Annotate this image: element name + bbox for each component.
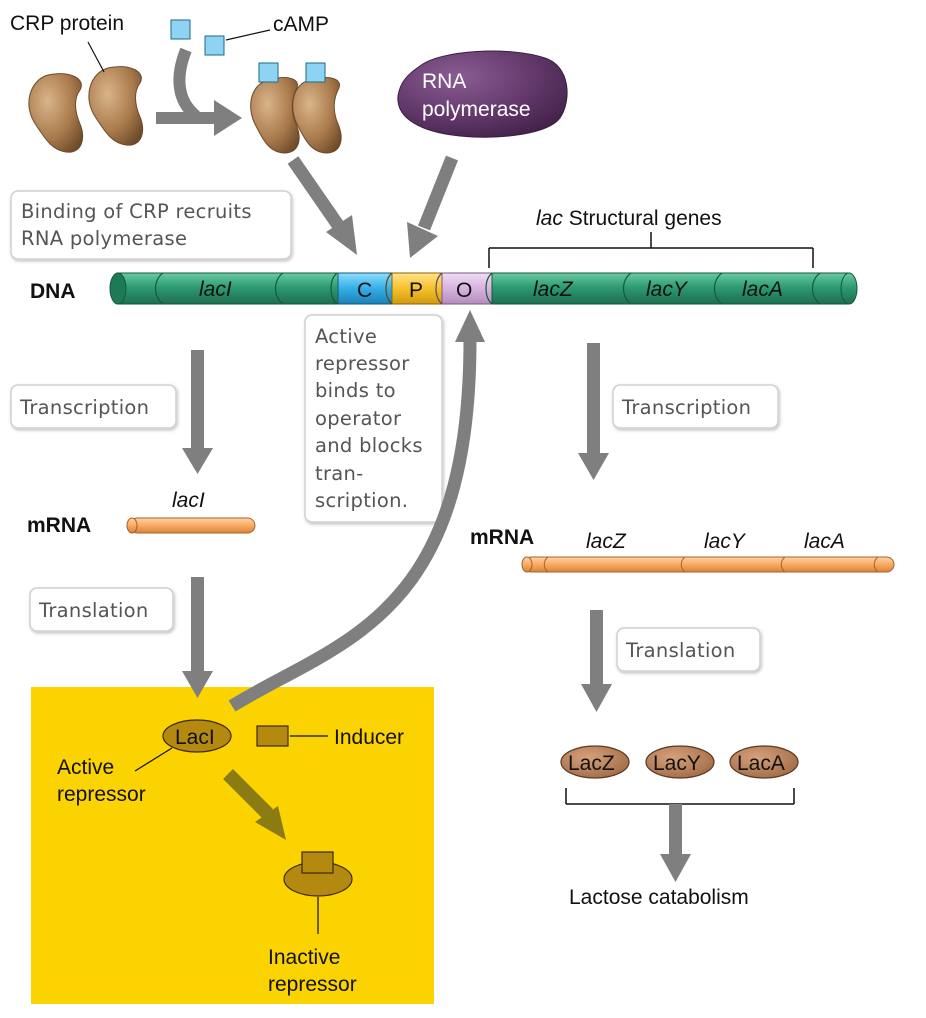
- left-translation-label: Translation: [38, 599, 149, 622]
- left-translation-box: Translation: [29, 587, 174, 632]
- camp-leader: [225, 29, 271, 41]
- inactive-repressor: [283, 851, 353, 897]
- repressor-note-line6: tran-: [315, 462, 364, 485]
- left-mrna-strand: [126, 517, 256, 534]
- repressor-note-line5: and blocks: [315, 434, 423, 457]
- crp-protein-label: CRP protein: [10, 12, 124, 35]
- left-transcription-box: Transcription: [10, 384, 177, 429]
- lacz-protein-label: LacZ: [568, 752, 615, 775]
- rna-polymerase: RNA polymerase: [397, 50, 568, 138]
- dna-segment-c-label: C: [357, 279, 372, 302]
- crp-protein-leader: [87, 41, 105, 73]
- repressor-note-line3: binds to: [315, 379, 396, 402]
- repressor-to-operator-arrow: [228, 310, 485, 712]
- inducer-molecule: [256, 725, 289, 747]
- structural-genes-bracket: [488, 232, 814, 268]
- right-translation-label: Translation: [625, 639, 736, 662]
- dna-strand: [109, 272, 858, 305]
- right-mrna-gene-laca: lacA: [804, 530, 845, 553]
- active-repressor-leader: [134, 747, 173, 772]
- rna-polymerase-label-line2: polymerase: [422, 98, 531, 121]
- proteins-bracket: [565, 788, 795, 805]
- right-translation-arrow: [581, 610, 612, 712]
- laci-active-repressor: LacI: [162, 719, 232, 753]
- lacz-protein: LacZ: [560, 745, 630, 779]
- inducer-binding-arrow: [223, 769, 286, 840]
- left-mrna-gene-label: lacI: [172, 489, 205, 512]
- repressor-note-line7: scription.: [315, 489, 408, 512]
- repressor-note-line2: repressor: [315, 352, 410, 375]
- right-transcription-box: Transcription: [612, 384, 779, 429]
- active-repressor-label-line2: repressor: [57, 783, 146, 806]
- repressor-note-line4: operator: [315, 407, 402, 430]
- polymerase-to-dna-arrow: [407, 155, 459, 258]
- laci-protein-label: LacI: [175, 726, 215, 749]
- inducer-label: Inducer: [334, 726, 404, 749]
- structural-genes-prefix: lac: [536, 207, 563, 230]
- camp-molecule: [170, 19, 191, 40]
- laca-protein-label: LacA: [737, 752, 785, 775]
- inactive-repressor-label-line2: repressor: [268, 973, 357, 996]
- crp-protein-pair-unbound: [28, 66, 144, 153]
- crp-to-dna-arrow: [287, 156, 357, 255]
- repressor-note-box: Active repressor binds to operator and b…: [304, 314, 443, 523]
- binding-note-line2: RNA polymerase: [21, 227, 187, 250]
- binding-note-box: Binding of CRP recruits RNA polymerase: [10, 190, 292, 260]
- left-mrna-label: mRNA: [27, 514, 91, 537]
- right-mrna-strand: [521, 556, 895, 573]
- dna-segment-p: [391, 272, 443, 305]
- structural-genes-label: lac Structural genes: [536, 207, 722, 230]
- right-mrna-gene-lacz: lacZ: [586, 530, 627, 553]
- right-mrna-label: mRNA: [470, 526, 534, 549]
- right-transcription-label: Transcription: [621, 396, 751, 419]
- structural-genes-suffix: Structural genes: [563, 207, 722, 230]
- rna-polymerase-label-line1: RNA: [422, 70, 466, 93]
- dna-gene-lacy: lacY: [646, 278, 689, 301]
- left-transcription-arrow: [182, 350, 213, 474]
- dna-label: DNA: [30, 280, 76, 303]
- lacy-protein-label: LacY: [653, 752, 701, 775]
- dna-gene-lacz: lacZ: [533, 278, 574, 301]
- catabolism-arrow: [660, 804, 691, 882]
- right-mrna-gene-lacy: lacY: [704, 530, 747, 553]
- binding-arrow: [156, 47, 242, 136]
- laca-protein: LacA: [729, 745, 799, 779]
- crp-camp-complex: [250, 62, 342, 154]
- camp-molecule: [204, 35, 225, 56]
- lacy-protein: LacY: [645, 745, 715, 779]
- right-translation-box: Translation: [616, 627, 761, 672]
- right-transcription-arrow: [578, 343, 609, 480]
- left-transcription-label: Transcription: [19, 396, 149, 419]
- inactive-repressor-label-line1: Inactive: [268, 946, 340, 969]
- left-translation-arrow: [182, 577, 213, 698]
- dna-gene-laci: lacI: [199, 278, 232, 301]
- dna-segment-o-label: O: [456, 279, 472, 302]
- cell-region: [31, 687, 434, 1004]
- binding-note-line1: Binding of CRP recruits: [21, 200, 252, 223]
- lactose-catabolism-label: Lactose catabolism: [569, 886, 749, 909]
- active-repressor-label-line1: Active: [57, 756, 114, 779]
- dna-gene-laca: lacA: [742, 278, 783, 301]
- dna-segment-p-label: P: [409, 279, 423, 302]
- repressor-note-line1: Active: [315, 325, 377, 348]
- camp-label: cAMP: [273, 13, 329, 36]
